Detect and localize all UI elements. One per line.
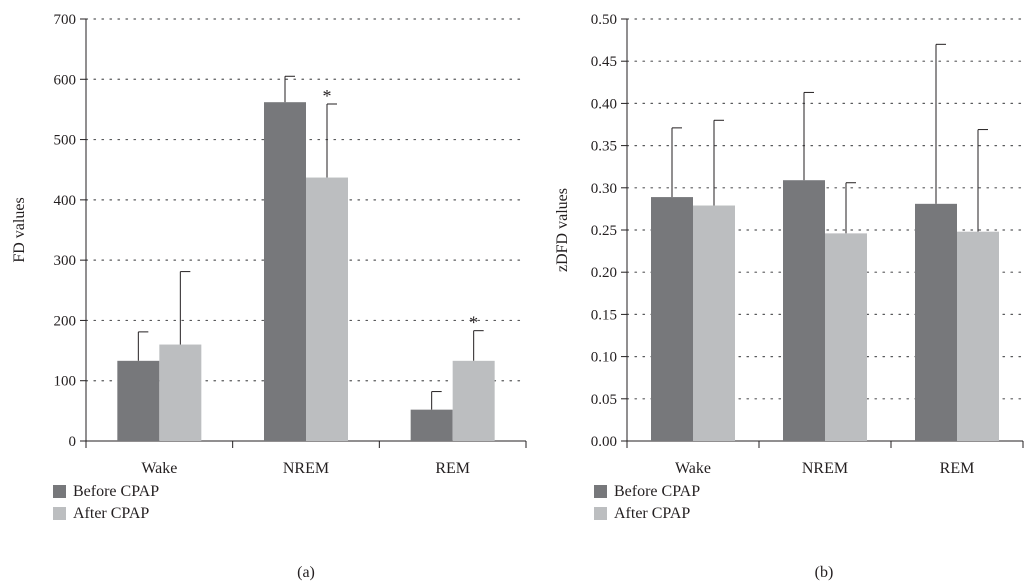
bar [825, 233, 867, 441]
significance-mark: * [469, 313, 478, 333]
bar [264, 102, 306, 442]
legend-swatch [53, 485, 66, 498]
y-tick-label: 500 [54, 133, 77, 149]
y-axis-title: zDFD values [554, 188, 571, 272]
y-tick-label: 0.10 [591, 350, 617, 366]
y-tick-label: 0 [69, 434, 77, 450]
x-category-label: Wake [675, 460, 711, 477]
panel-label: (a) [297, 564, 315, 581]
y-tick-label: 700 [54, 12, 77, 28]
y-tick-label: 200 [54, 313, 77, 329]
y-tick-label: 0.40 [591, 96, 617, 112]
y-tick-label: 100 [54, 374, 77, 390]
bar [783, 180, 825, 442]
legend-swatch [594, 507, 607, 520]
legend-label: After CPAP [614, 505, 690, 522]
y-tick-label: 0.15 [591, 307, 617, 323]
bar [957, 231, 999, 441]
y-tick-label: 0.50 [591, 12, 617, 28]
bar [651, 197, 693, 441]
bar [117, 360, 160, 441]
y-tick-label: 600 [54, 72, 77, 88]
x-category-label: REM [435, 460, 470, 477]
bar [915, 203, 957, 441]
bar [410, 409, 453, 441]
x-category-label: Wake [141, 460, 177, 477]
y-axis-title: FD values [11, 197, 28, 262]
x-category-label: NREM [283, 460, 329, 477]
bar [693, 205, 735, 441]
significance-mark: * [323, 86, 332, 106]
y-tick-label: 0.45 [591, 54, 617, 70]
y-tick-label: 0.35 [591, 139, 617, 155]
legend-swatch [53, 507, 66, 520]
bar [159, 344, 202, 441]
y-tick-label: 300 [54, 253, 77, 269]
legend-swatch [594, 485, 607, 498]
y-tick-label: 0.00 [591, 434, 617, 450]
panel-a: 0 100 200 300 400 500 600 700 Wake NREM REM * * FD va… [11, 12, 527, 581]
y-tick-label: 400 [54, 193, 77, 209]
panel-b: 0.00 0.05 0.10 0.15 0.20 0.25 0.30 0.35 0.40 0.45… [554, 12, 1024, 581]
legend-label: After CPAP [73, 505, 149, 522]
legend-label: Before CPAP [73, 483, 159, 500]
panel-label: (b) [815, 564, 834, 581]
bar [452, 360, 495, 441]
y-tick-label: 0.25 [591, 223, 617, 239]
x-category-label: REM [940, 460, 975, 477]
bar [306, 177, 348, 441]
y-tick-label: 0.20 [591, 265, 617, 281]
y-tick-label: 0.30 [591, 181, 617, 197]
x-category-label: NREM [802, 460, 848, 477]
legend-label: Before CPAP [614, 483, 700, 500]
y-tick-label: 0.05 [591, 392, 617, 408]
